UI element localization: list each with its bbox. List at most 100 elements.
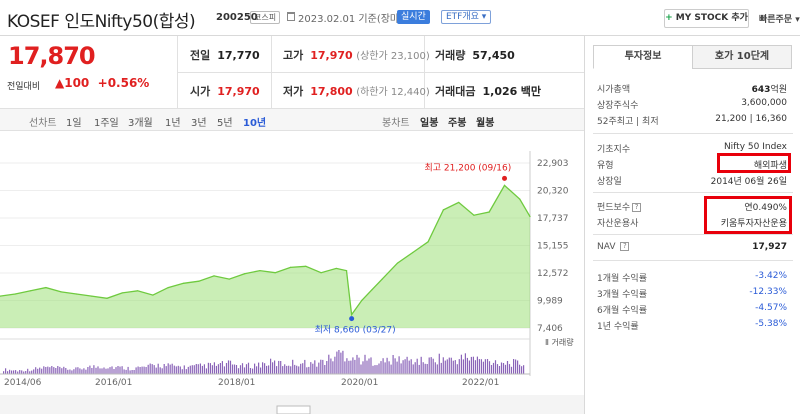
row-manager: 자산운용사 키움투자자산운용: [597, 216, 789, 230]
data-point: [320, 272, 322, 274]
volume-bar: [13, 370, 15, 374]
volume-bar: [478, 359, 480, 374]
volume-bar: [472, 356, 474, 374]
volume-bar: [245, 364, 248, 374]
data-point: [0, 295, 1, 297]
volume-bar: [23, 371, 25, 374]
period-1w[interactable]: 1주일: [94, 118, 119, 129]
lower-limit: (하한가 12,440): [356, 87, 430, 98]
volume-bar: [468, 360, 470, 374]
data-point: [182, 282, 185, 284]
volume-bar: [430, 357, 432, 374]
period-1d[interactable]: 1일: [66, 118, 82, 129]
candle-weekly[interactable]: 주봉: [448, 118, 467, 129]
volume-bar: [519, 364, 521, 374]
return-1y-value: -5.38%: [755, 319, 787, 329]
volume-bar: [480, 359, 482, 374]
price-line: [0, 184, 531, 317]
volume-bar: [227, 360, 230, 374]
volume-bar: [498, 366, 501, 374]
volume-bar: [127, 366, 129, 374]
candle-monthly[interactable]: 월봉: [476, 118, 495, 129]
chart-period-bar: 선차트 1일 1주일 3개월 1년 3년 5년 10년 봉차트 일봉 주봉 월봉: [0, 108, 584, 131]
etf-overview-dropdown[interactable]: ETF개요 ▾: [441, 10, 492, 24]
volume-bar: [65, 368, 67, 374]
volume-bar: [386, 357, 388, 374]
tab-invest-info[interactable]: 투자정보: [593, 45, 693, 69]
volume-bar: [290, 366, 292, 374]
volume-bar: [298, 366, 300, 374]
data-point: [136, 290, 139, 292]
divider: [593, 234, 793, 235]
realtime-button[interactable]: 실시간: [397, 10, 430, 24]
volume-bar: [440, 362, 442, 374]
quote-amount: 거래대금 1,026 백만: [435, 83, 541, 99]
volume-bar: [231, 364, 234, 374]
help-icon[interactable]: ?: [620, 242, 630, 251]
volume-bar: [119, 366, 121, 374]
volume-bar: [189, 365, 191, 374]
data-point: [396, 262, 399, 264]
volume-bar: [458, 359, 460, 374]
volume-bar: [354, 359, 356, 374]
volume-bar: [159, 367, 161, 374]
volume-bar: [490, 365, 493, 374]
volume-bar: [51, 366, 53, 374]
volume-bar: [338, 350, 340, 374]
price-chart[interactable]: 22,903 20,320 17,737 15,155 12,572 9,989 7,406…: [0, 131, 584, 414]
period-10y[interactable]: 10년: [243, 118, 267, 129]
volume-bar: [73, 369, 75, 374]
volume-bar: [215, 365, 217, 374]
period-3y[interactable]: 3년: [191, 118, 207, 129]
volume-bar: [19, 370, 21, 374]
volume-bar: [111, 366, 113, 374]
volume-bar: [302, 363, 304, 374]
data-point: [305, 265, 307, 267]
etf-overview-label: ETF개요: [446, 12, 479, 22]
volume-bar: [494, 360, 497, 374]
volume-bar: [466, 357, 468, 374]
y-tick-label: 7,406: [537, 324, 563, 334]
volume-bar: [75, 367, 77, 374]
volume-bar: [462, 359, 464, 374]
add-my-stock-label: MY STOCK 추가: [675, 13, 748, 23]
tab-orderbook[interactable]: 호가 10단계: [692, 45, 792, 69]
data-point: [442, 209, 444, 211]
volume-bar: [424, 363, 426, 374]
period-5y[interactable]: 5년: [217, 118, 233, 129]
shares-label: 상장주식수: [597, 101, 639, 111]
chart-scroll-track: [0, 395, 584, 414]
period-3m[interactable]: 3개월: [128, 118, 153, 129]
volume-bar: [155, 367, 157, 374]
volume-bar: [484, 359, 486, 374]
volume-bar: [304, 359, 306, 374]
quick-order-button[interactable]: 빠른주문 ▾: [759, 12, 800, 25]
volume-bar: [408, 360, 410, 374]
quote-high: 고가 17,970 (상한가 23,100): [283, 47, 430, 63]
volume-bar: [183, 365, 185, 374]
volume-bar: [69, 369, 71, 374]
candle-daily[interactable]: 일봉: [420, 118, 439, 129]
data-point: [488, 211, 490, 213]
volume-bar: [356, 354, 358, 374]
volume-bar: [7, 371, 9, 374]
add-my-stock-button[interactable]: + MY STOCK 추가: [664, 9, 749, 28]
volume-bar: [209, 363, 211, 374]
volume-bar: [446, 359, 448, 374]
period-1y[interactable]: 1년: [165, 118, 181, 129]
volume-bar: [11, 370, 13, 374]
data-point: [361, 299, 363, 301]
amount-label: 거래대금: [435, 85, 476, 98]
open-value: 17,970: [217, 85, 260, 98]
volume-bar: [264, 363, 266, 374]
volume-bar: [474, 360, 476, 374]
volume-bar: [177, 365, 179, 374]
row-return-6m: 6개월 수익률 -4.57%: [597, 303, 789, 317]
volume-bar: [153, 365, 155, 374]
volume-bar: [199, 363, 201, 374]
volume-bar: [506, 361, 509, 374]
help-icon[interactable]: ?: [632, 203, 642, 212]
min-label: 최저 8,660 (03/27): [315, 325, 396, 336]
volume-label: Ⅱ 거래량: [545, 337, 574, 347]
volume-bar: [97, 366, 99, 374]
